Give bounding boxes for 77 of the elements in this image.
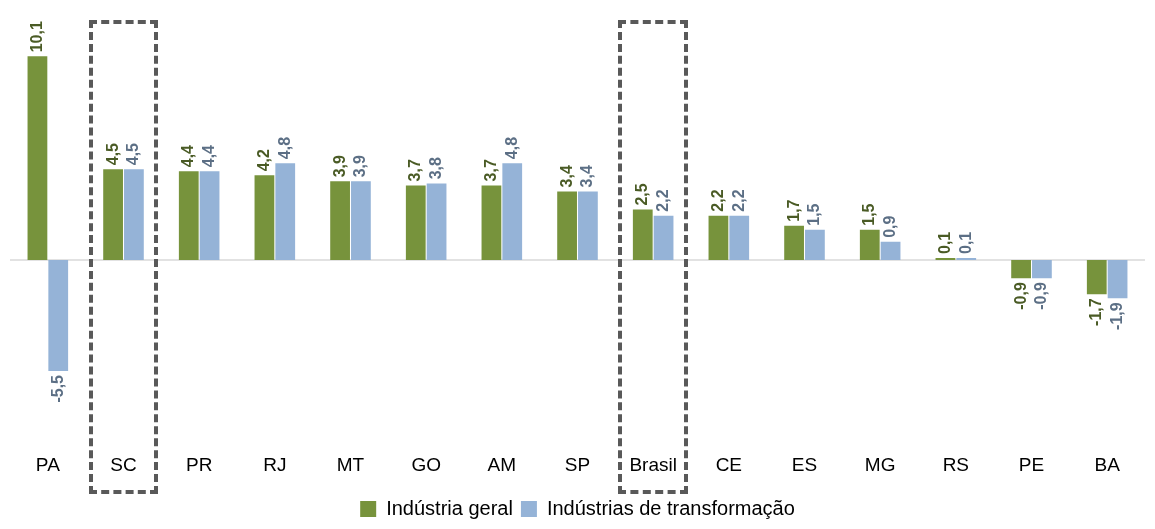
bar bbox=[254, 175, 275, 261]
bar bbox=[1107, 260, 1128, 299]
bar bbox=[805, 229, 825, 261]
bar bbox=[124, 169, 144, 261]
x-tick-label: BA bbox=[1094, 453, 1121, 475]
bar bbox=[330, 181, 350, 261]
x-tick-label: MG bbox=[864, 453, 896, 475]
bar bbox=[956, 258, 977, 261]
data-label: 4,8 bbox=[275, 136, 293, 160]
legend-label: Indústria geral bbox=[386, 496, 513, 519]
data-label: -0,9 bbox=[1032, 282, 1050, 310]
bar bbox=[1011, 260, 1031, 279]
bar bbox=[859, 229, 880, 261]
data-label: 0,1 bbox=[935, 231, 953, 255]
legend-label: Indústrias de transformação bbox=[546, 496, 795, 519]
data-label: 2,5 bbox=[633, 183, 651, 206]
bar bbox=[557, 191, 577, 261]
x-tick-label: RJ bbox=[263, 453, 287, 475]
data-label: 3,7 bbox=[481, 159, 499, 182]
data-label: 1,7 bbox=[784, 199, 802, 222]
bar bbox=[1032, 260, 1052, 279]
data-label: 4,4 bbox=[199, 144, 217, 168]
bar bbox=[27, 56, 48, 261]
x-tick-label: SC bbox=[110, 453, 137, 475]
data-label: 4,8 bbox=[502, 136, 520, 160]
data-label: 3,9 bbox=[330, 155, 348, 178]
data-label: 3,9 bbox=[351, 155, 369, 178]
data-label: 0,1 bbox=[956, 231, 974, 255]
x-tick-label: CE bbox=[715, 453, 743, 475]
bar bbox=[502, 163, 523, 261]
x-tick-label: AM bbox=[487, 453, 517, 475]
x-tick-label: GO bbox=[411, 453, 441, 475]
x-tick-label: PR bbox=[185, 453, 213, 475]
data-label: 4,5 bbox=[124, 142, 142, 166]
bar bbox=[784, 225, 804, 261]
bar bbox=[1086, 260, 1107, 295]
bar bbox=[405, 185, 426, 261]
x-tick-label: SP bbox=[564, 453, 591, 475]
x-tick-label: Brasil bbox=[629, 453, 677, 475]
data-label: 4,4 bbox=[179, 144, 197, 168]
bar bbox=[351, 181, 371, 261]
bar bbox=[178, 171, 199, 261]
data-label: -1,9 bbox=[1107, 302, 1125, 330]
bar bbox=[578, 191, 598, 261]
data-label: 3,8 bbox=[426, 157, 444, 180]
bar bbox=[275, 163, 296, 261]
data-label: 3,4 bbox=[578, 165, 596, 188]
data-label: 2,2 bbox=[729, 189, 747, 212]
data-label: 2,2 bbox=[708, 189, 726, 212]
x-tick-label: RS bbox=[942, 453, 970, 475]
bar bbox=[103, 169, 123, 261]
x-tick-label: MT bbox=[336, 453, 365, 475]
bar bbox=[632, 209, 653, 261]
data-label: -0,9 bbox=[1011, 282, 1029, 310]
data-label: 1,5 bbox=[805, 203, 823, 226]
data-label: 4,5 bbox=[103, 142, 121, 166]
data-label: 4,2 bbox=[254, 148, 272, 172]
data-label: 2,2 bbox=[653, 189, 671, 212]
bar bbox=[880, 241, 901, 261]
x-tick-label: PE bbox=[1018, 453, 1045, 475]
bar bbox=[199, 171, 220, 261]
data-label: 10,1 bbox=[27, 21, 45, 53]
x-tick-label: ES bbox=[791, 453, 818, 475]
data-label: 3,7 bbox=[406, 159, 424, 182]
data-label: -1,7 bbox=[1087, 298, 1105, 326]
bar bbox=[708, 215, 729, 261]
data-label: 0,9 bbox=[880, 215, 898, 238]
bar bbox=[426, 183, 447, 261]
bar bbox=[653, 215, 674, 261]
bar bbox=[935, 258, 956, 261]
bar bbox=[48, 260, 69, 371]
data-label: 3,4 bbox=[557, 165, 575, 188]
bar bbox=[729, 215, 750, 261]
x-tick-label: PA bbox=[35, 453, 61, 475]
data-label: -5,5 bbox=[48, 374, 66, 403]
data-label: 1,5 bbox=[860, 203, 878, 226]
bar bbox=[481, 185, 502, 261]
